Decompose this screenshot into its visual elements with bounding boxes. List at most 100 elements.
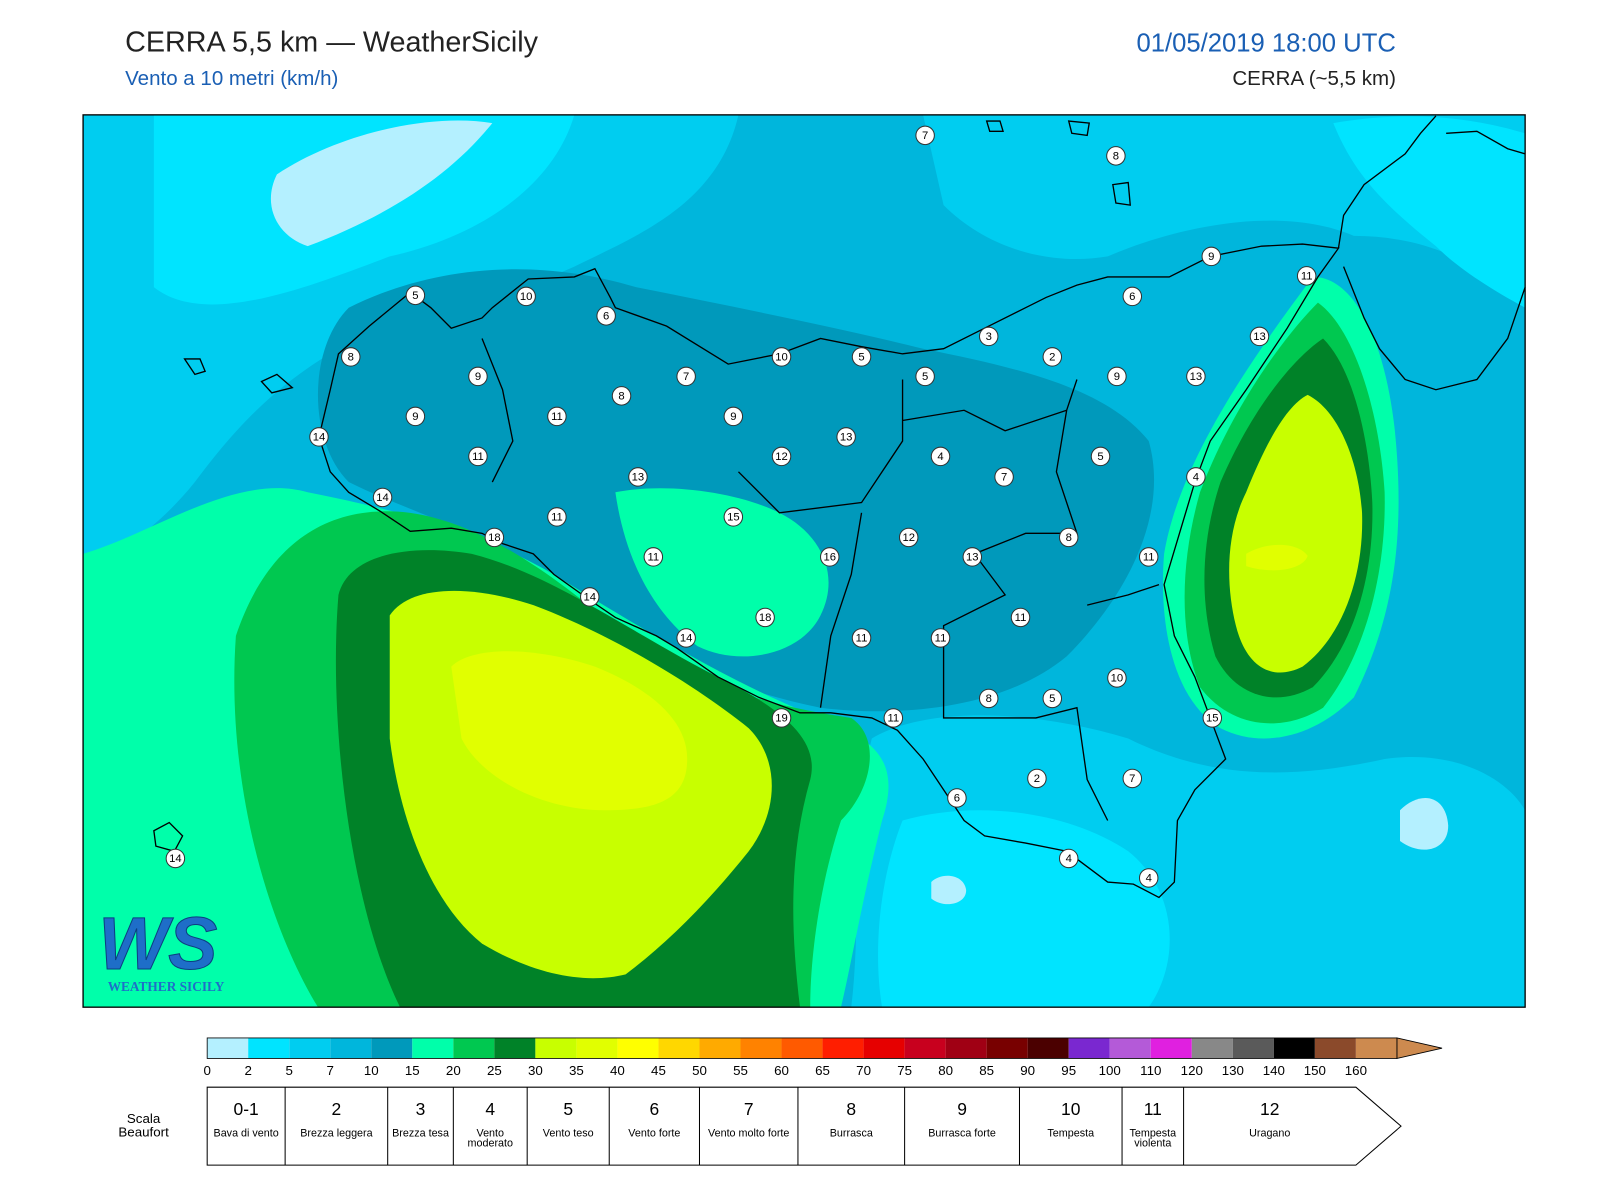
station-value: 4 (1066, 853, 1072, 865)
station-marker (309, 427, 329, 447)
station-value: 11 (551, 411, 563, 423)
beaufort-description: Bava di vento (213, 1127, 279, 1140)
beaufort-description: Uragano (1249, 1127, 1291, 1140)
colorbar-tick-label: 120 (1181, 1063, 1203, 1078)
station-marker (978, 688, 999, 709)
station-marker (596, 306, 616, 326)
colorbar-bin (494, 1037, 536, 1059)
beaufort-description: Vento moderato (467, 1127, 513, 1150)
colorbar-bin (1027, 1037, 1069, 1059)
station: 16 (819, 547, 840, 567)
colorbar-bin (658, 1037, 700, 1059)
colorbar-bin (822, 1037, 864, 1059)
station-value: 19 (775, 712, 788, 724)
colorbar-bin (617, 1037, 659, 1059)
coastline (153, 115, 1526, 899)
station: 15 (723, 507, 744, 527)
station-marker (1296, 266, 1317, 286)
station-value: 3 (986, 331, 992, 343)
colorbar-bin (1232, 1037, 1274, 1059)
colorbar-tick-label: 20 (446, 1063, 461, 1078)
station-value: 11 (472, 451, 484, 463)
station-marker (1042, 347, 1063, 367)
station: 7 (994, 467, 1014, 487)
station: 8 (1058, 527, 1079, 548)
station: 8 (978, 688, 999, 709)
station-value: 13 (1190, 371, 1203, 383)
station-marker (947, 788, 967, 808)
colorbar-bin (781, 1037, 823, 1059)
station-marker (547, 507, 567, 527)
colorbar-bin (1068, 1037, 1110, 1059)
colorbar-tick-label: 160 (1345, 1063, 1367, 1078)
colorbar-tick-label: 65 (815, 1063, 830, 1078)
station: 11 (930, 628, 951, 648)
station-value: 5 (412, 290, 418, 302)
datetime: 01/05/2019 18:00 UTC (1136, 28, 1396, 58)
station-marker (962, 547, 983, 567)
beaufort-force: 11 (1143, 1099, 1162, 1119)
station-value: 14 (169, 853, 182, 865)
colorbar-tick-label: 75 (897, 1063, 912, 1078)
station-value: 14 (313, 431, 326, 443)
station-value: 11 (935, 632, 947, 644)
station-value: 4 (1146, 872, 1152, 884)
station-marker (723, 507, 744, 527)
colorbar-bin (535, 1037, 577, 1059)
colorbar-tick-label: 2 (244, 1063, 251, 1078)
station: 11 (547, 406, 567, 427)
station-marker (771, 446, 792, 467)
colorbar-tick-label: 110 (1140, 1063, 1161, 1078)
station-marker (1202, 708, 1223, 728)
station-marker (771, 347, 792, 367)
station-value: 7 (683, 371, 689, 383)
beaufort-level: 7 Vento molto forte (699, 1089, 797, 1163)
station-value: 5 (858, 351, 864, 363)
colorbar-bin (1314, 1037, 1356, 1059)
beaufort-description: Tempesta violenta (1129, 1127, 1177, 1150)
station: 9 (405, 406, 426, 427)
colorbar-bin (1150, 1037, 1192, 1059)
station: 2 (1027, 768, 1047, 789)
station-value: 4 (1193, 471, 1199, 483)
beaufort-level: 8 Burrasca (798, 1089, 905, 1163)
station-value: 8 (348, 351, 354, 363)
station-value: 12 (775, 451, 788, 463)
station: 11 (643, 547, 664, 567)
station-marker (1027, 768, 1047, 789)
station: 8 (1106, 146, 1126, 166)
station: 11 (547, 507, 567, 527)
beaufort-force: 3 (415, 1099, 426, 1119)
colorbar-bin (986, 1037, 1028, 1059)
colorbar-tick-label: 95 (1061, 1063, 1076, 1078)
station-value: 9 (475, 371, 481, 383)
station-value: 6 (603, 310, 609, 322)
subtitle: Vento a 10 metri (km/h) (125, 67, 339, 91)
station-marker (1042, 688, 1063, 709)
station: 13 (1249, 326, 1270, 347)
colorbar-tick-label: 15 (405, 1063, 420, 1078)
colorbar-bin (699, 1037, 741, 1059)
colorbar-tick-label: 5 (286, 1063, 293, 1078)
beaufort-force: 12 (1260, 1099, 1280, 1119)
colorbar-bin (289, 1037, 331, 1059)
station: 15 (1202, 708, 1223, 728)
station-value: 9 (412, 411, 418, 423)
station: 4 (1186, 467, 1206, 487)
station-marker (915, 125, 935, 146)
station-marker (819, 547, 840, 567)
station-value: 11 (1143, 551, 1155, 563)
station-value: 14 (583, 591, 596, 603)
station: 7 (915, 125, 935, 146)
beaufort-description: Brezza tesa (392, 1127, 449, 1140)
title: CERRA 5,5 km — WeatherSicily (125, 25, 538, 58)
beaufort-description: Vento forte (628, 1127, 681, 1140)
station-marker (898, 527, 919, 548)
station: 3 (978, 326, 999, 347)
station: 9 (723, 406, 744, 427)
station: 14 (579, 587, 600, 607)
station-value: 13 (840, 431, 853, 443)
